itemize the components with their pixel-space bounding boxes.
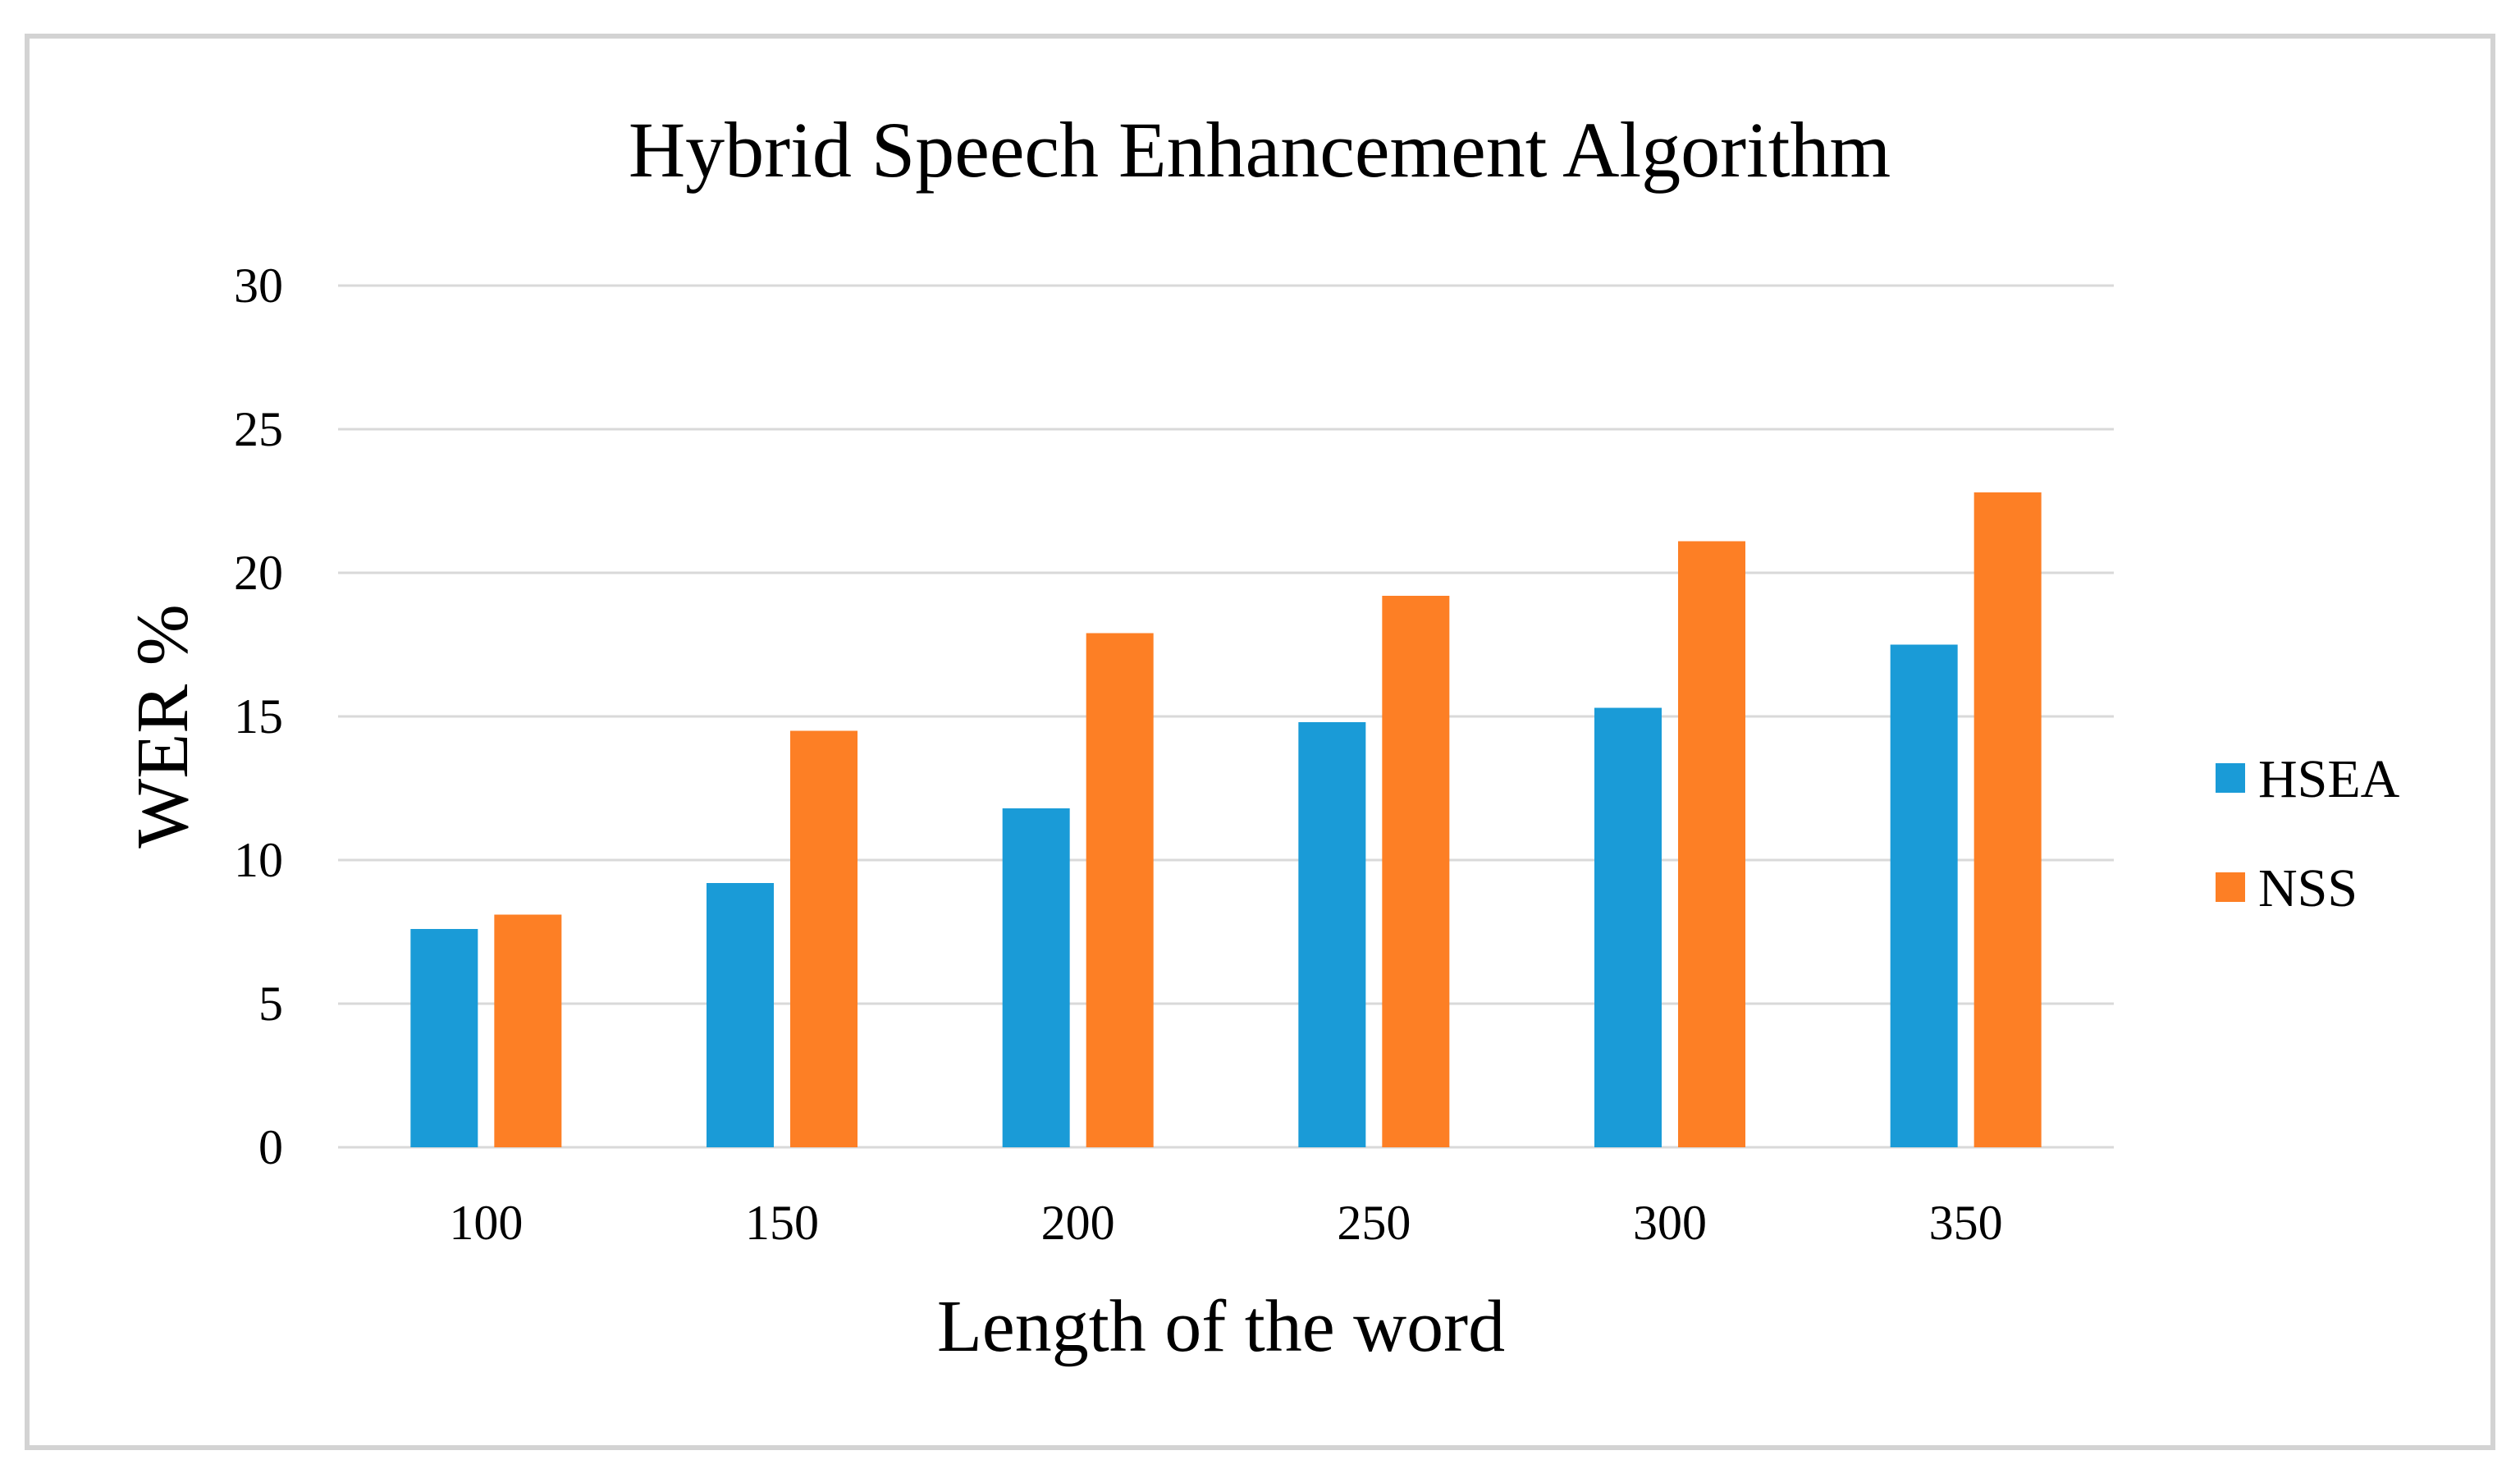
y-tick-label: 25 <box>234 402 283 456</box>
x-tick-label: 150 <box>745 1196 819 1250</box>
y-axis-ticks: 0 5 10 15 20 25 30 <box>234 259 283 1174</box>
x-tick-label: 200 <box>1041 1196 1115 1250</box>
bar-nss-350 <box>1973 492 2042 1147</box>
x-axis-title: Length of the word <box>937 1286 1505 1367</box>
bar-hsea-200 <box>1002 808 1070 1147</box>
legend-swatch-hsea <box>2216 763 2245 793</box>
legend-label-nss: NSS <box>2258 858 2358 918</box>
y-tick-label: 20 <box>234 546 283 600</box>
bar-hsea-350 <box>1890 644 1958 1147</box>
x-tick-label: 250 <box>1337 1196 1411 1250</box>
bar-nss-300 <box>1678 541 1745 1147</box>
y-tick-label: 30 <box>234 259 283 313</box>
bars <box>410 492 2042 1147</box>
chart-title: Hybrid Speech Enhancement Algorithm <box>629 106 1891 194</box>
chart-frame <box>25 34 2495 1450</box>
x-tick-label: 350 <box>1929 1196 2003 1250</box>
x-tick-label: 100 <box>449 1196 523 1250</box>
legend-swatch-nss <box>2216 872 2245 902</box>
x-axis-ticks: 100 150 200 250 300 350 <box>449 1196 2002 1250</box>
bar-nss-200 <box>1086 633 1154 1147</box>
bar-hsea-100 <box>410 929 478 1147</box>
bar-hsea-150 <box>707 883 774 1147</box>
bar-hsea-300 <box>1594 707 1662 1147</box>
y-axis-title: WER % <box>122 604 204 848</box>
legend-label-hsea: HSEA <box>2258 749 2400 809</box>
gridlines <box>338 284 2114 1149</box>
bar-hsea-250 <box>1298 722 1366 1147</box>
x-tick-label: 300 <box>1633 1196 1707 1250</box>
y-tick-label: 15 <box>234 689 283 744</box>
bar-nss-250 <box>1382 596 1450 1147</box>
y-tick-label: 10 <box>234 833 283 887</box>
y-tick-label: 5 <box>258 977 283 1031</box>
bar-nss-150 <box>790 730 858 1147</box>
bar-nss-100 <box>494 914 562 1147</box>
legend: HSEA NSS <box>2216 749 2400 918</box>
y-tick-label: 0 <box>258 1120 283 1174</box>
